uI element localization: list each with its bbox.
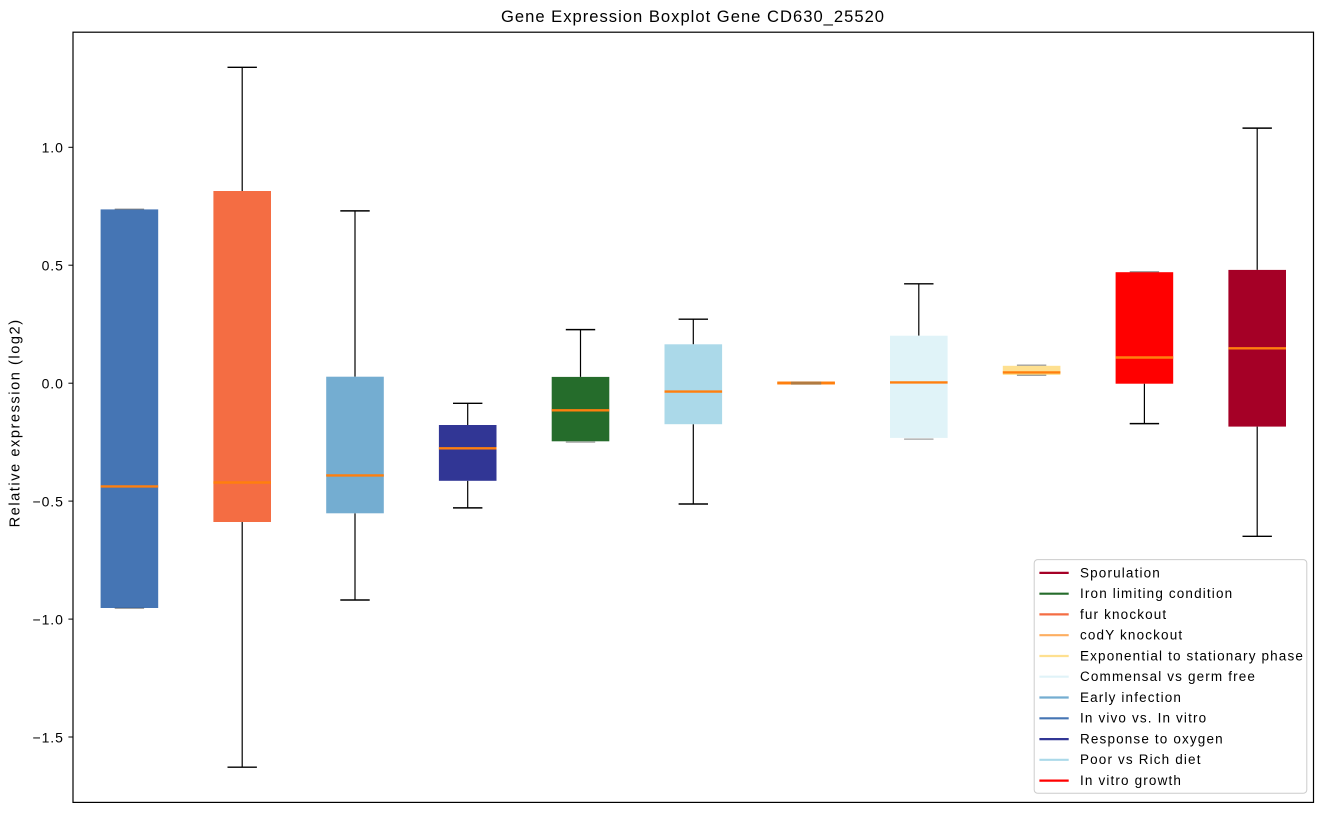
svg-text:Response to oxygen: Response to oxygen xyxy=(1080,732,1224,747)
svg-text:Poor vs Rich diet: Poor vs Rich diet xyxy=(1080,752,1202,767)
svg-text:Early infection: Early infection xyxy=(1080,690,1182,705)
svg-text:0.5: 0.5 xyxy=(42,258,64,274)
svg-text:−1.5: −1.5 xyxy=(33,729,64,745)
svg-text:1.0: 1.0 xyxy=(42,140,64,156)
svg-text:Exponential to stationary phas: Exponential to stationary phase xyxy=(1080,648,1304,663)
svg-text:Commensal vs germ free: Commensal vs germ free xyxy=(1080,669,1256,684)
svg-text:0.0: 0.0 xyxy=(42,376,64,392)
svg-text:−1.0: −1.0 xyxy=(33,611,64,627)
svg-text:codY knockout: codY knockout xyxy=(1080,628,1183,643)
svg-text:In vivo vs. In vitro: In vivo vs. In vitro xyxy=(1080,711,1207,726)
svg-text:fur knockout: fur knockout xyxy=(1080,607,1167,622)
svg-text:Sporulation: Sporulation xyxy=(1080,565,1161,580)
svg-text:Gene Expression Boxplot Gene C: Gene Expression Boxplot Gene CD630_25520 xyxy=(501,7,885,26)
svg-text:−0.5: −0.5 xyxy=(33,493,64,509)
svg-text:Relative expression (log2): Relative expression (log2) xyxy=(8,318,24,527)
svg-text:Iron limiting condition: Iron limiting condition xyxy=(1080,586,1233,601)
svg-text:In vitro growth: In vitro growth xyxy=(1080,773,1182,788)
